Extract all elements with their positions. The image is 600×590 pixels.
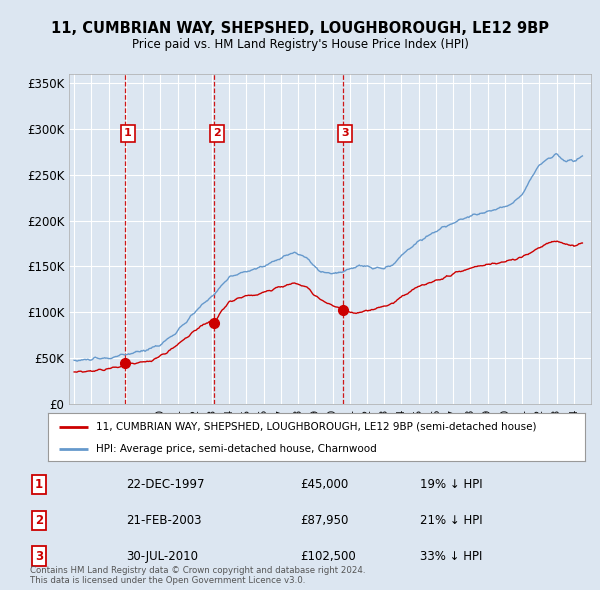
Text: £102,500: £102,500 [300, 550, 356, 563]
Text: 1: 1 [124, 129, 132, 139]
Text: Contains HM Land Registry data © Crown copyright and database right 2024.
This d: Contains HM Land Registry data © Crown c… [30, 566, 365, 585]
Text: 30-JUL-2010: 30-JUL-2010 [126, 550, 198, 563]
Text: 11, CUMBRIAN WAY, SHEPSHED, LOUGHBOROUGH, LE12 9BP (semi-detached house): 11, CUMBRIAN WAY, SHEPSHED, LOUGHBOROUGH… [97, 421, 537, 431]
Text: 1: 1 [35, 478, 43, 491]
Text: Price paid vs. HM Land Registry's House Price Index (HPI): Price paid vs. HM Land Registry's House … [131, 38, 469, 51]
Text: 3: 3 [341, 129, 349, 139]
Text: 2: 2 [35, 514, 43, 527]
Text: 21% ↓ HPI: 21% ↓ HPI [420, 514, 482, 527]
Text: HPI: Average price, semi-detached house, Charnwood: HPI: Average price, semi-detached house,… [97, 444, 377, 454]
Text: 19% ↓ HPI: 19% ↓ HPI [420, 478, 482, 491]
Text: 2: 2 [213, 129, 221, 139]
Text: 22-DEC-1997: 22-DEC-1997 [126, 478, 205, 491]
Text: £45,000: £45,000 [300, 478, 348, 491]
Text: £87,950: £87,950 [300, 514, 349, 527]
Text: 11, CUMBRIAN WAY, SHEPSHED, LOUGHBOROUGH, LE12 9BP: 11, CUMBRIAN WAY, SHEPSHED, LOUGHBOROUGH… [51, 21, 549, 35]
Text: 21-FEB-2003: 21-FEB-2003 [126, 514, 202, 527]
Text: 3: 3 [35, 550, 43, 563]
Text: 33% ↓ HPI: 33% ↓ HPI [420, 550, 482, 563]
